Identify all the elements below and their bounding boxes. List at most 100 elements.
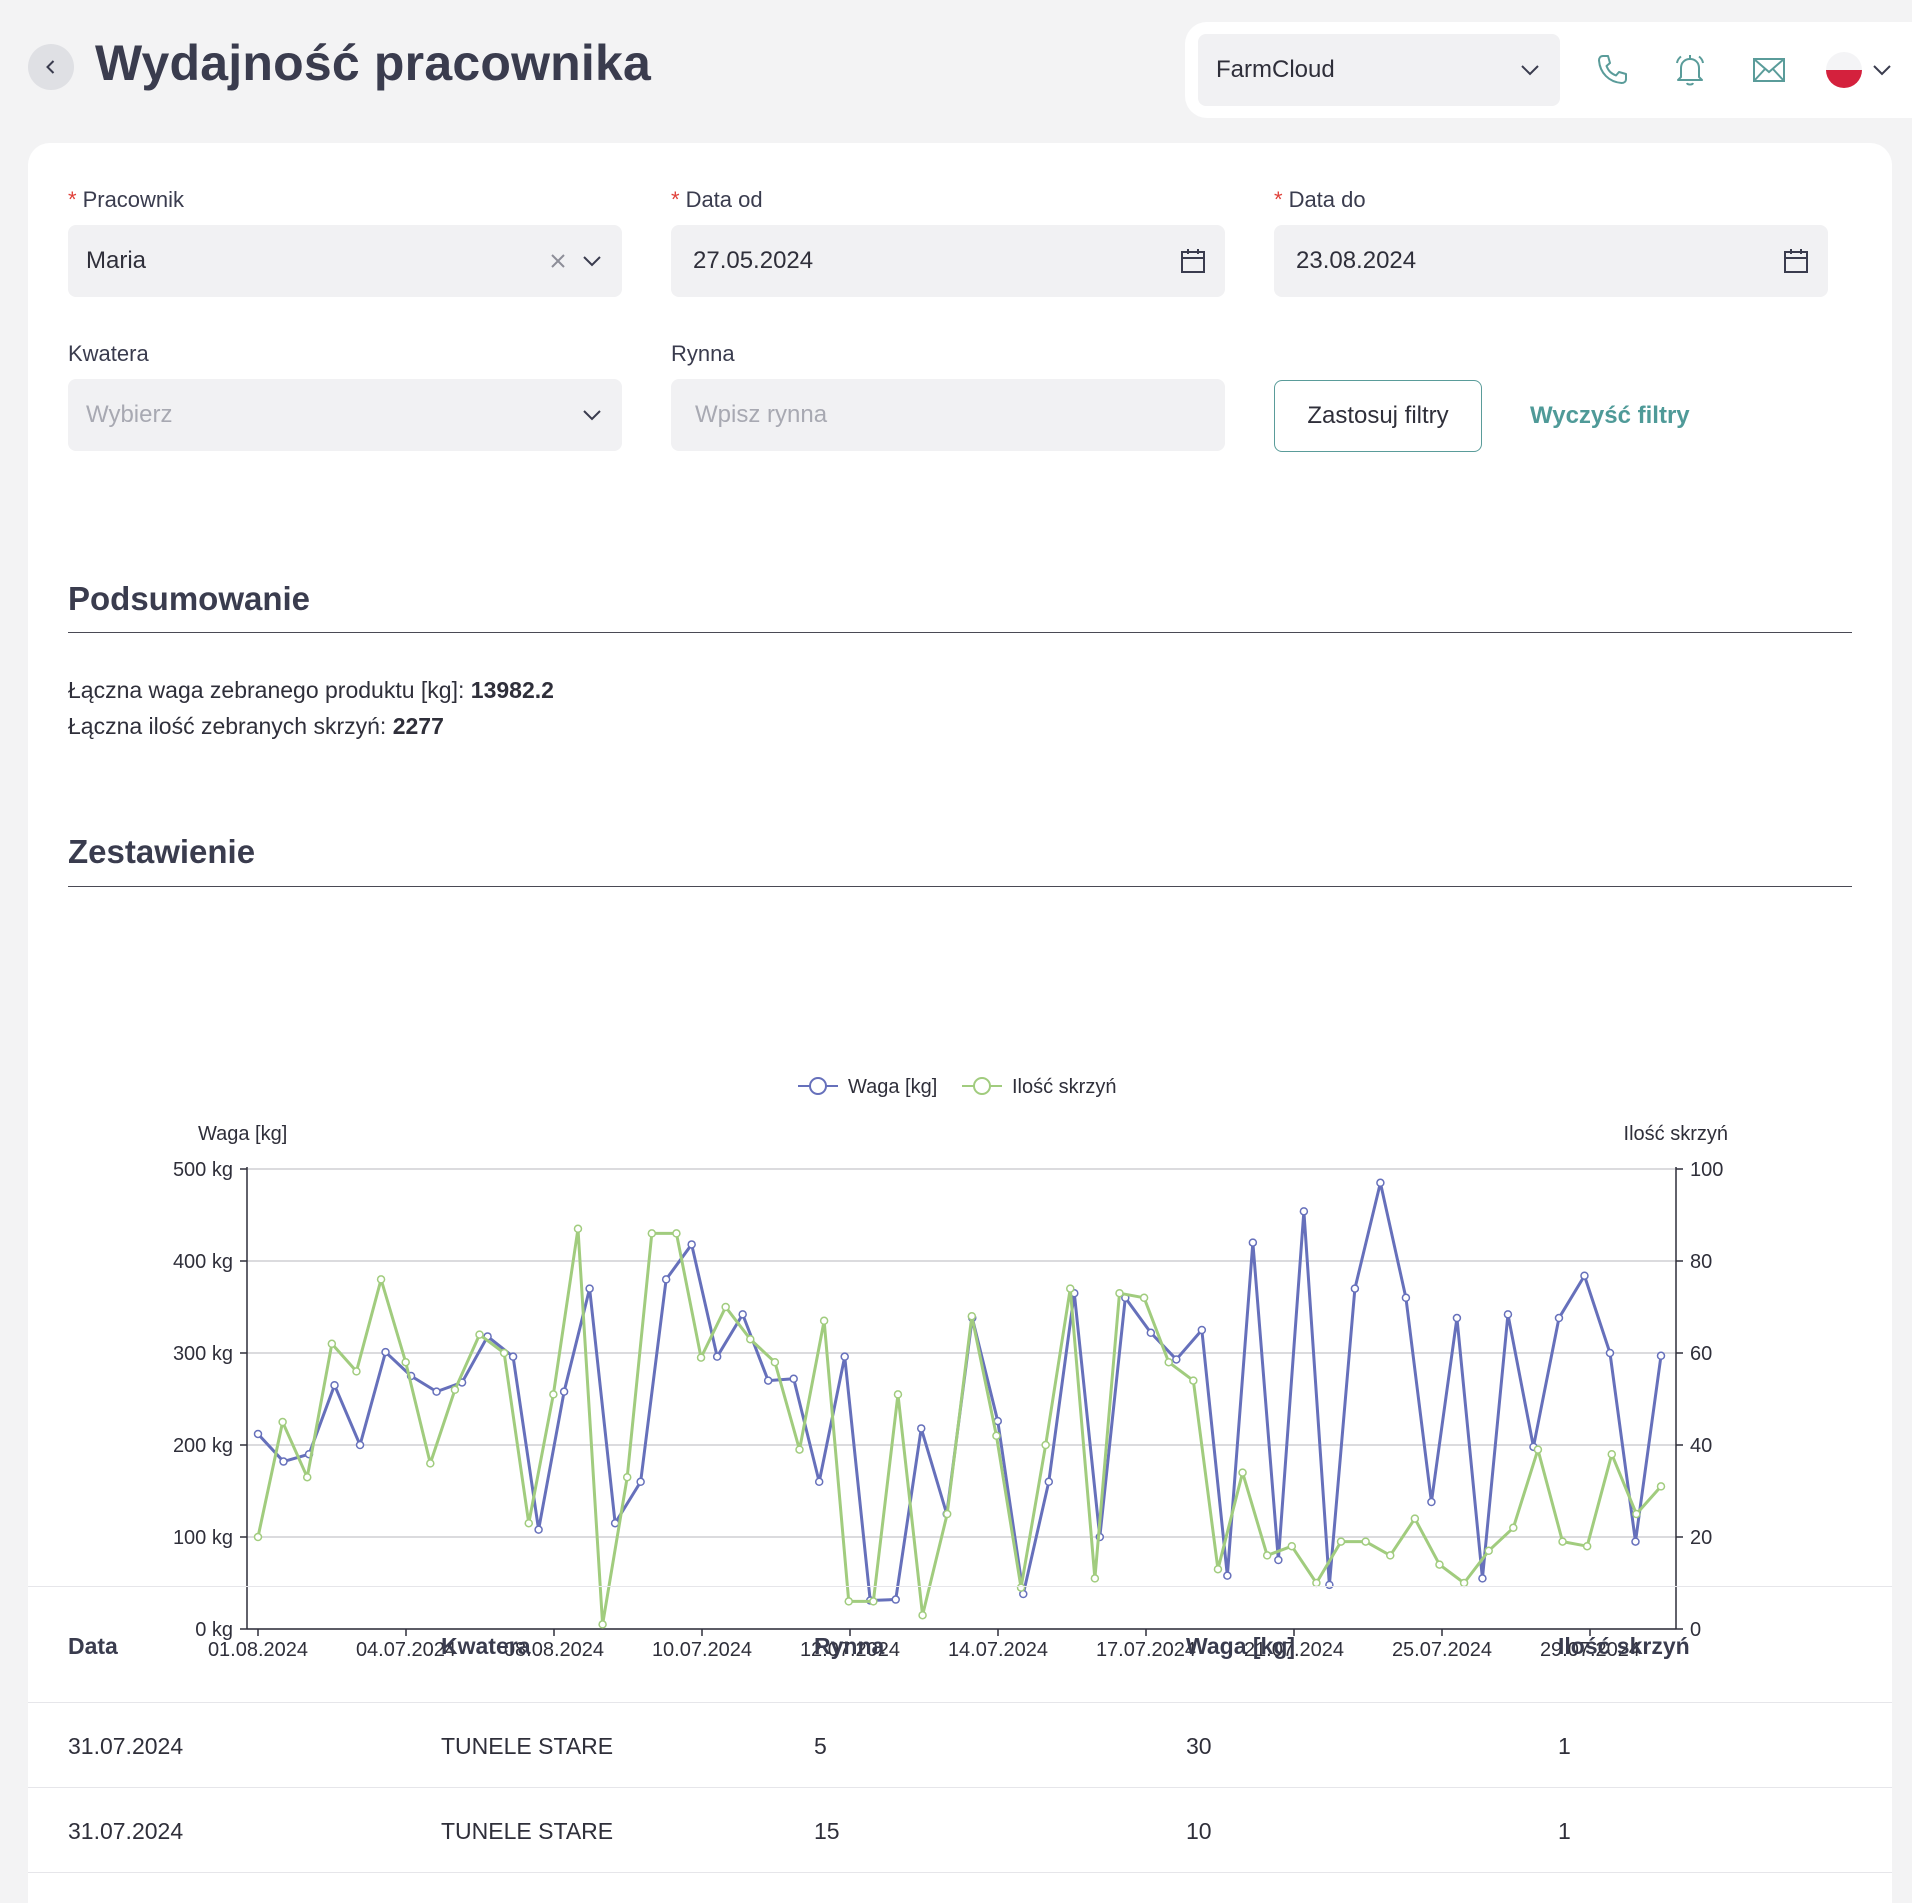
y-tick-label-right: 0 [1690, 1619, 1701, 1641]
boxes-data-point [1139, 1293, 1149, 1303]
boxes-data-point [426, 1459, 435, 1468]
weight-data-point [1452, 1313, 1462, 1323]
weight-data-point [381, 1347, 390, 1357]
bell-icon[interactable] [1668, 48, 1712, 92]
boxes-data-point [1164, 1357, 1173, 1367]
weight-data-point [1580, 1271, 1589, 1280]
boxes-data-point [549, 1390, 558, 1399]
language-select[interactable] [1825, 48, 1905, 92]
boxes-data-point [1262, 1551, 1272, 1560]
weight-data-point [610, 1518, 620, 1528]
boxes-data-point [1435, 1560, 1444, 1569]
boxes-data-point [1533, 1445, 1543, 1454]
boxes-data-point [672, 1229, 681, 1238]
boxes-data-point [302, 1472, 312, 1482]
boxes-data-point [1213, 1564, 1223, 1574]
boxes-data-point [918, 1610, 927, 1620]
gutter-input[interactable] [693, 400, 1207, 430]
calendar-icon[interactable] [1782, 247, 1810, 275]
boxes-data-point [1632, 1509, 1641, 1519]
weight-data-point [763, 1376, 773, 1385]
date-to-field[interactable]: 23.08.2024 [1274, 225, 1828, 297]
table-cell: 15 [814, 1818, 840, 1844]
y-tick-label-left: 200 kg [173, 1435, 233, 1457]
boxes-data-point [1607, 1449, 1617, 1459]
gutter-field[interactable] [671, 379, 1225, 451]
x-tick-label: 01.08.2024 [208, 1639, 308, 1661]
y-tick-label-right: 40 [1690, 1435, 1712, 1457]
weight-data-point [1554, 1313, 1564, 1323]
boxes-data-point [1287, 1541, 1297, 1551]
weight-data-point [1223, 1571, 1232, 1580]
boxes-data-point [1410, 1514, 1420, 1523]
boxes-data-point [992, 1431, 1001, 1441]
boxes-data-point [1189, 1376, 1198, 1385]
boxes-data-point [770, 1357, 780, 1367]
column-header: Waga [kg] [1186, 1633, 1296, 1659]
x-tick-label: 17.07.2024 [1096, 1639, 1196, 1661]
table-cell: 31.07.2024 [68, 1733, 184, 1759]
weight-series-line [256, 1181, 1663, 1602]
boxes-data-point [450, 1385, 460, 1395]
boxes-series-line [256, 1227, 1663, 1626]
date-from-field[interactable]: 27.05.2024 [671, 225, 1225, 297]
performance-chart: Waga [kg] Ilość skrzyń Waga [kg] Ilość skrz… [173, 1076, 1728, 1661]
date-to-label: * Data do [1274, 187, 1366, 212]
quarter-placeholder: Wybierz [86, 401, 173, 428]
employee-value: Maria [86, 247, 147, 274]
y-axis-title-right: Ilość skrzyń [1624, 1123, 1728, 1145]
legend-marker [809, 1077, 827, 1095]
weight-data-point [508, 1352, 518, 1361]
weight-data-point [738, 1310, 747, 1319]
clear-filters-button[interactable]: Wyczyść filtry [1530, 402, 1690, 429]
boxes-data-point [1090, 1574, 1100, 1583]
table-cell: 10 [1186, 1818, 1212, 1844]
boxes-data-point [475, 1330, 484, 1339]
total-weight-label: Łączna waga zebranego produktu [kg]: [68, 677, 465, 703]
report-divider [68, 886, 1852, 887]
y-tick-label-left: 0 kg [195, 1619, 233, 1641]
clear-icon[interactable] [550, 253, 566, 269]
apply-filters-button[interactable]: Zastosuj filtry [1274, 380, 1482, 452]
boxes-data-point [499, 1348, 509, 1358]
table-cell: 1 [1558, 1733, 1571, 1759]
x-tick-label: 08.08.2024 [504, 1639, 604, 1661]
y-tick-label-left: 100 kg [173, 1527, 233, 1549]
y-tick-label-left: 400 kg [173, 1251, 233, 1273]
column-header: Rynna [814, 1633, 885, 1659]
y-tick-label-right: 20 [1690, 1527, 1712, 1549]
summary-title: Podsumowanie [68, 580, 311, 617]
boxes-data-point [253, 1532, 263, 1542]
top-bar: Wydajność pracownika FarmCloud [0, 0, 1912, 140]
phone-icon[interactable] [1590, 48, 1634, 92]
quarter-label: Kwatera [68, 341, 149, 366]
boxes-data-point [622, 1472, 632, 1482]
x-tick-label: 21.07.2024 [1244, 1639, 1344, 1661]
boxes-data-point [1066, 1284, 1075, 1293]
weight-data-point [1656, 1351, 1666, 1361]
weight-data-point [1172, 1355, 1181, 1364]
total-weight: Łączna waga zebranego produktu [kg]: 139… [68, 677, 554, 704]
calendar-icon[interactable] [1179, 247, 1207, 275]
column-header: Kwatera [441, 1633, 531, 1659]
employee-select[interactable]: Maria [68, 225, 622, 297]
table-cell: 1 [1558, 1818, 1571, 1844]
mail-icon[interactable] [1747, 48, 1791, 92]
table-cell: 31.07.2024 [68, 1818, 184, 1844]
weight-data-point [916, 1424, 926, 1433]
weight-data-point [1605, 1348, 1615, 1358]
quarter-select[interactable]: Wybierz [68, 379, 622, 451]
boxes-data-point [401, 1357, 410, 1367]
boxes-data-point [1509, 1523, 1518, 1533]
boxes-data-point [352, 1367, 361, 1376]
content-card: * Pracownik Maria * Data od 27.05.2024 * Da… [28, 143, 1892, 1903]
boxes-data-point [1656, 1482, 1666, 1491]
poland-flag-icon [1826, 52, 1862, 88]
chevron-down-icon [583, 256, 601, 267]
boxes-data-point [598, 1620, 607, 1629]
header-actions: FarmCloud [1185, 22, 1912, 118]
back-button[interactable] [28, 44, 74, 90]
boxes-data-point [327, 1339, 337, 1349]
total-boxes-value: 2277 [392, 713, 444, 739]
organization-select[interactable]: FarmCloud [1198, 34, 1560, 106]
